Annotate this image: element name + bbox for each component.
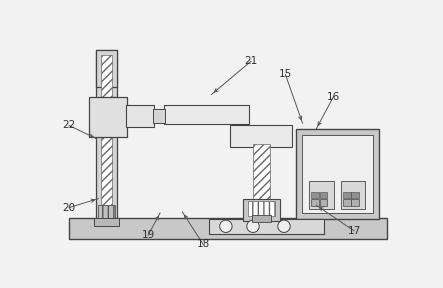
Bar: [89, 97, 127, 137]
Bar: [126, 105, 154, 127]
Bar: [96, 50, 117, 218]
Bar: [311, 192, 319, 198]
Text: 22: 22: [62, 120, 76, 130]
Text: 16: 16: [327, 92, 340, 102]
Bar: [351, 192, 359, 198]
Bar: [253, 144, 270, 204]
Bar: [309, 181, 334, 209]
Circle shape: [247, 220, 259, 232]
Bar: [248, 201, 276, 216]
Text: 20: 20: [62, 202, 76, 213]
Circle shape: [278, 220, 290, 232]
Text: 15: 15: [279, 69, 292, 79]
Circle shape: [220, 220, 232, 232]
Bar: [252, 215, 271, 222]
Bar: [343, 198, 351, 206]
Bar: [94, 218, 119, 226]
Bar: [101, 55, 112, 216]
Bar: [209, 219, 323, 234]
Bar: [69, 218, 387, 239]
Bar: [351, 198, 359, 206]
Bar: [98, 205, 115, 222]
Bar: [96, 50, 117, 87]
Bar: [320, 198, 327, 206]
Bar: [302, 135, 373, 213]
Text: 17: 17: [347, 226, 361, 236]
Text: 19: 19: [141, 230, 155, 240]
Bar: [320, 192, 327, 198]
Bar: [341, 181, 365, 209]
Bar: [311, 198, 319, 206]
Bar: [295, 128, 379, 219]
Bar: [230, 125, 292, 147]
Bar: [343, 192, 351, 198]
Bar: [153, 109, 165, 123]
Bar: [164, 105, 249, 124]
Bar: [243, 199, 280, 221]
Text: 21: 21: [245, 56, 258, 66]
Text: 18: 18: [196, 239, 210, 249]
